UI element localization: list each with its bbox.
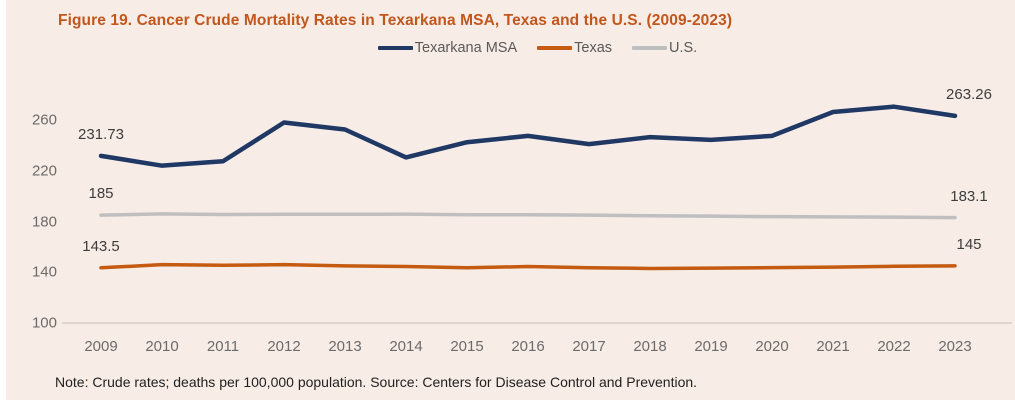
legend-item-texarkana-msa: Texarkana MSA [377,40,518,56]
legend-label: Texarkana MSA [414,40,518,56]
y-axis-tick-label: 100 [31,314,57,332]
series-line-texas [99,262,957,271]
y-axis-tick-label: 220 [31,162,57,180]
data-label: 143.5 [82,237,120,255]
legend-item-u-s-: U.S. [632,40,697,56]
x-axis-tick-label: 2014 [389,338,423,355]
legend-swatch-icon [537,46,573,50]
x-axis-tick-label: 2011 [206,338,240,355]
x-axis-tick-label: 2017 [572,338,606,355]
y-axis-tick-label: 260 [31,111,57,129]
x-axis-tick-label: 2021 [816,338,850,355]
legend-swatch-icon [377,46,413,50]
x-axis-tick-label: 2015 [450,338,484,355]
data-label: 263.26 [946,85,992,103]
x-axis-tick-label: 2019 [694,338,728,355]
source-note: Note: Crude rates; deaths per 100,000 po… [55,374,698,390]
x-axis-tick-label: 2018 [633,338,667,355]
page-edge [0,0,6,400]
x-axis-tick-label: 2023 [938,338,972,355]
legend-item-texas: Texas [537,40,612,56]
figure-title: Figure 19. Cancer Crude Mortality Rates … [58,12,733,29]
x-axis-tick-label: 2012 [267,338,301,355]
x-axis-tick-label: 2009 [84,338,118,355]
legend-label: U.S. [669,40,698,56]
data-label: 145 [956,235,982,253]
x-axis-tick-label: 2020 [755,338,789,355]
series-line-texarkana-msa [98,104,958,168]
x-axis-tick-label: 2010 [145,338,179,355]
x-axis-tick-label: 2013 [328,338,362,355]
y-axis-tick-label: 140 [31,263,57,281]
chart-legend: Texarkana MSA Texas U.S. [60,39,1015,57]
data-label: 185 [88,185,114,203]
legend-label: Texas [574,40,613,56]
legend-swatch-icon [632,46,668,50]
x-axis-tick-label: 2022 [877,338,911,355]
data-label: 231.73 [78,125,124,143]
x-axis-tick-label: 2016 [511,338,545,355]
y-axis-tick-label: 180 [31,213,57,230]
series-line-u-s- [99,212,957,220]
data-label: 183.1 [950,187,988,205]
